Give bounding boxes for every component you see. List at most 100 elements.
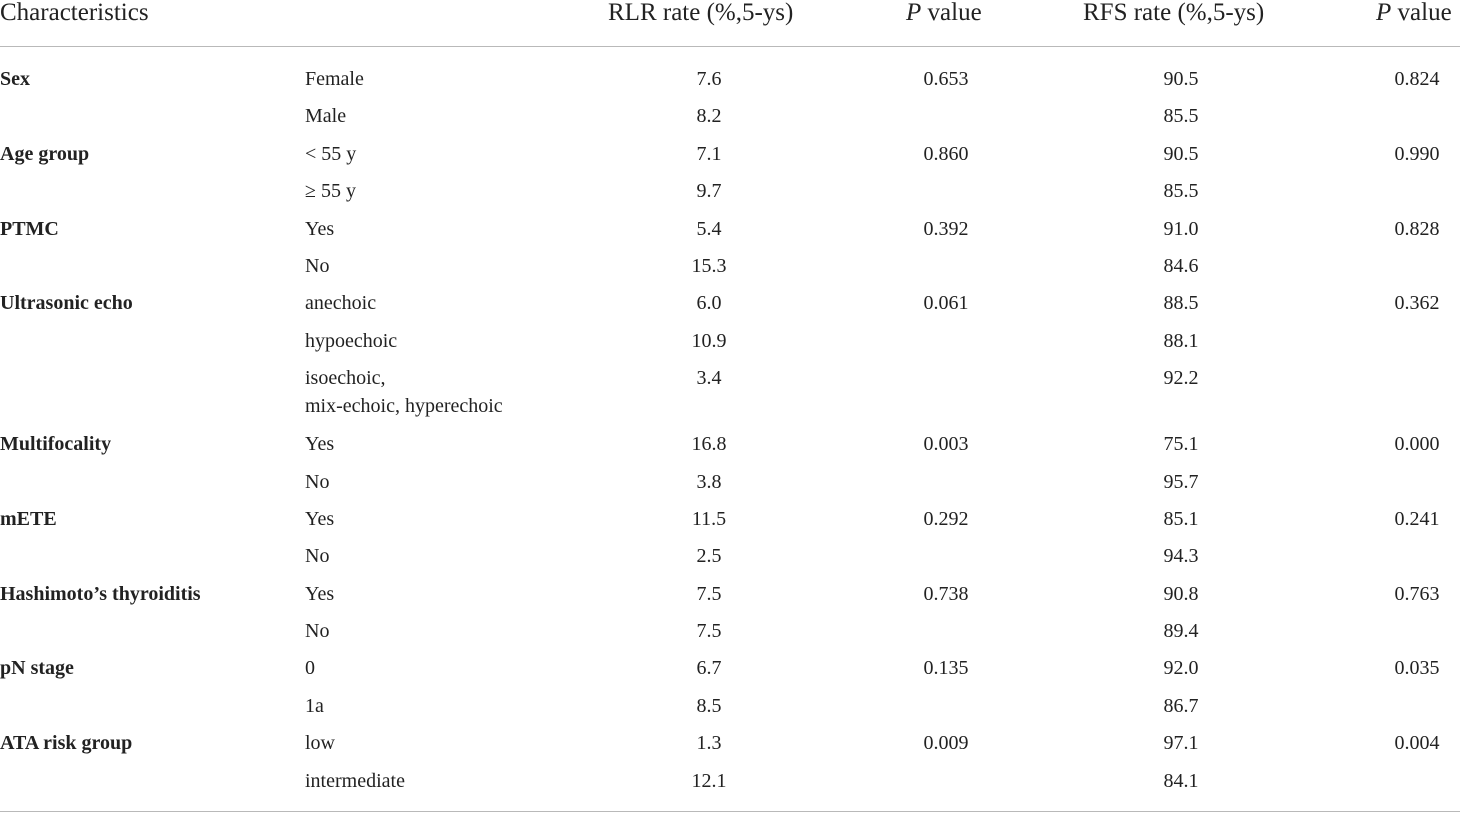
header-p-italic: P (906, 0, 922, 26)
subgroup-cell: isoechoic, mix-echoic, hyperechoic (305, 367, 503, 418)
rfs-rate-cell: 88.1 (1163, 329, 1199, 352)
rfs-rate-cell: 85.5 (1163, 180, 1199, 203)
characteristic-cell: Ultrasonic echo (0, 292, 133, 315)
rfs-rate-cell: 75.1 (1163, 433, 1199, 456)
rfs-rate-cell: 92.2 (1163, 367, 1199, 390)
subgroup-cell: Male (305, 105, 347, 128)
rfs-p-value-cell: 0.241 (1394, 507, 1440, 530)
table-row: intermediate 12.1 84.1 (0, 760, 1460, 797)
rlr-p-value-cell: 0.653 (923, 68, 969, 90)
rfs-p-value-cell: 0.763 (1394, 582, 1440, 605)
table-row: Multifocality Yes 16.8 0.003 75.1 0.000 (0, 423, 1460, 460)
rlr-p-value-cell: 0.392 (923, 217, 969, 240)
rlr-rate-cell: 11.5 (691, 507, 727, 530)
rlr-rate-cell: 15.3 (691, 254, 727, 277)
header-value-text: value (921, 0, 982, 26)
rfs-p-value-cell: 0.990 (1394, 142, 1440, 165)
rlr-rate-cell: 7.5 (696, 582, 722, 605)
table-row: No 2.5 94.3 (0, 535, 1460, 572)
rfs-p-value-cell: 0.824 (1394, 68, 1440, 90)
table-row: pN stage 0 6.7 0.135 92.0 0.035 (0, 647, 1460, 684)
characteristic-cell: ATA risk group (0, 732, 133, 755)
characteristic-cell: Hashimoto’s thyroiditis (0, 582, 201, 605)
table-row: Age group < 55 y 7.1 0.860 90.5 0.990 (0, 133, 1460, 170)
rlr-rate-cell: 1.3 (696, 732, 722, 755)
table-row: No 3.8 95.7 (0, 461, 1460, 498)
table-row: ATA risk group low 1.3 0.009 97.1 0.004 (0, 722, 1460, 759)
rfs-rate-cell: 88.5 (1163, 292, 1199, 315)
subgroup-cell: < 55 y (305, 142, 357, 165)
rfs-rate-cell: 95.7 (1163, 470, 1199, 493)
rfs-rate-cell: 84.1 (1163, 769, 1199, 792)
subgroup-cell: Yes (305, 217, 335, 240)
table-row: PTMC Yes 5.4 0.392 91.0 0.828 (0, 208, 1460, 245)
rfs-rate-cell: 91.0 (1163, 217, 1199, 240)
subgroup-cell: intermediate (305, 769, 405, 792)
rlr-p-value-cell: 0.738 (923, 582, 969, 605)
rlr-rate-cell: 8.5 (696, 694, 722, 717)
rfs-rate-cell: 89.4 (1163, 620, 1199, 643)
table-row: Ultrasonic echo anechoic 6.0 0.061 88.5 0.362 (0, 282, 1460, 319)
table-bottom-rule (0, 811, 1460, 812)
rlr-rate-cell: 7.6 (696, 68, 722, 90)
header-p-value-rlr: P value (906, 0, 982, 26)
table-header: Characteristics RLR rate (%,5-ys) P valu… (0, 0, 1460, 47)
rfs-rate-cell: 92.0 (1163, 657, 1199, 680)
table-row: hypoechoic 10.9 88.1 (0, 320, 1460, 357)
rlr-rate-cell: 16.8 (691, 433, 727, 456)
table-row: ≥ 55 y 9.7 85.5 (0, 170, 1460, 207)
subgroup-cell: 0 (305, 657, 315, 680)
characteristic-cell: Sex (0, 68, 30, 90)
header-characteristics: Characteristics (0, 0, 149, 26)
rfs-p-value-cell: 0.362 (1394, 292, 1440, 315)
subgroup-cell: 1a (305, 694, 324, 717)
subgroup-cell: low (305, 732, 335, 755)
rfs-rate-cell: 84.6 (1163, 254, 1199, 277)
rlr-p-value-cell: 0.292 (923, 507, 969, 530)
rlr-rate-cell: 10.9 (691, 329, 727, 352)
table-row: isoechoic, mix-echoic, hyperechoic 3.4 92.… (0, 357, 1460, 423)
rlr-rate-cell: 2.5 (696, 545, 722, 568)
rfs-rate-cell: 97.1 (1163, 732, 1199, 755)
subgroup-cell: anechoic (305, 292, 377, 315)
rlr-p-value-cell: 0.061 (923, 292, 969, 315)
rlr-p-value-cell: 0.135 (923, 657, 969, 680)
rlr-p-value-cell: 0.860 (923, 142, 969, 165)
rfs-p-value-cell: 0.004 (1394, 732, 1440, 755)
rfs-p-value-cell: 0.000 (1394, 433, 1440, 456)
rlr-p-value-cell: 0.009 (923, 732, 969, 755)
rfs-p-value-cell: 0.035 (1394, 657, 1440, 680)
characteristic-cell: mETE (0, 507, 57, 530)
subgroup-cell: No (305, 545, 330, 568)
rfs-rate-cell: 94.3 (1163, 545, 1199, 568)
table-row: 1a 8.5 86.7 (0, 685, 1460, 722)
subgroup-cell: ≥ 55 y (305, 180, 356, 203)
characteristic-cell: PTMC (0, 217, 59, 240)
characteristic-cell: Age group (0, 142, 90, 165)
subgroup-cell: Yes (305, 433, 335, 456)
table-row: No 7.5 89.4 (0, 610, 1460, 647)
subgroup-cell: No (305, 254, 330, 277)
table-row: Hashimoto’s thyroiditis Yes 7.5 0.738 90.8 0.… (0, 573, 1460, 610)
rlr-rate-cell: 12.1 (691, 769, 727, 792)
header-p-italic: P (1376, 0, 1392, 26)
rlr-rate-cell: 3.8 (696, 470, 722, 493)
rlr-rate-cell: 5.4 (696, 217, 722, 240)
rlr-rate-cell: 3.4 (696, 367, 722, 390)
subgroup-cell: Yes (305, 507, 335, 530)
rlr-rate-cell: 6.7 (696, 657, 722, 680)
characteristic-cell: pN stage (0, 657, 74, 680)
header-rfs-rate: RFS rate (%,5-ys) (1083, 0, 1265, 26)
subgroup-cell: No (305, 620, 330, 643)
characteristic-cell: Multifocality (0, 433, 112, 456)
rfs-rate-cell: 90.8 (1163, 582, 1199, 605)
rfs-rate-cell: 86.7 (1163, 694, 1199, 717)
subgroup-cell: hypoechoic (305, 329, 398, 352)
table-body: Sex Female 7.6 0.653 90.5 0.824 Male 8.2 85.5 Age… (0, 58, 1460, 797)
rfs-rate-cell: 85.1 (1163, 507, 1199, 530)
table-row: Male 8.2 85.5 (0, 95, 1460, 132)
rlr-rate-cell: 9.7 (696, 180, 722, 203)
header-rlr-rate: RLR rate (%,5-ys) (608, 0, 794, 26)
subgroup-cell: Yes (305, 582, 335, 605)
